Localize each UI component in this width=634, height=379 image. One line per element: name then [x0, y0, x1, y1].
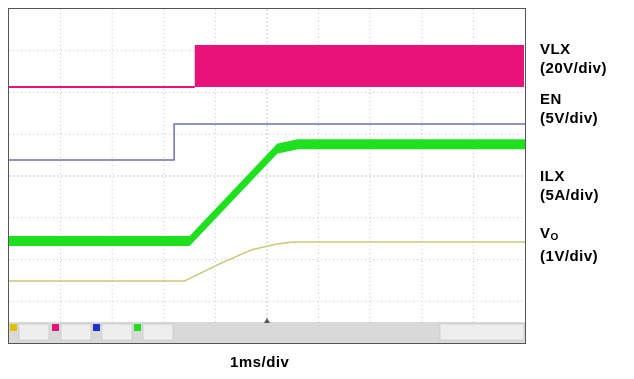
vo-name-line: VO	[540, 224, 598, 247]
channel-readout-box	[18, 323, 50, 341]
vo-subscript: O	[550, 232, 559, 243]
ilx-scale: (5A/div)	[540, 187, 600, 204]
ilx-name: ILX	[540, 168, 565, 185]
label-en: EN (5V/div)	[540, 90, 598, 128]
vo-scale: (1V/div)	[540, 248, 599, 265]
channel-color-chip	[134, 324, 141, 331]
channel-color-chip	[93, 324, 100, 331]
en-trace	[9, 123, 525, 161]
en-scale: (5V/div)	[540, 110, 599, 127]
grid	[9, 9, 525, 343]
channel-color-chip	[10, 324, 17, 331]
status-bar	[9, 318, 525, 343]
trigger-marker-icon	[264, 318, 270, 323]
channel-readout-box	[142, 323, 174, 341]
vlx-switching-band	[194, 45, 524, 87]
vo-trace	[9, 241, 525, 282]
channel-color-chip	[52, 324, 59, 331]
ilx-ripple-band	[9, 139, 525, 246]
en-name: EN	[540, 91, 562, 108]
vlx-name: VLX	[540, 41, 571, 58]
label-vo: VO (1V/div)	[540, 224, 598, 266]
traces	[9, 45, 525, 282]
vo-name: V	[540, 225, 551, 242]
timebase-readout-box	[439, 323, 525, 341]
label-vlx: VLX (20V/div)	[540, 40, 607, 78]
timebase-label: 1ms/div	[230, 354, 290, 371]
channel-readout-box	[101, 323, 133, 341]
label-ilx: ILX (5A/div)	[540, 167, 599, 205]
vlx-scale: (20V/div)	[540, 60, 608, 77]
channel-readout-box	[60, 323, 92, 341]
